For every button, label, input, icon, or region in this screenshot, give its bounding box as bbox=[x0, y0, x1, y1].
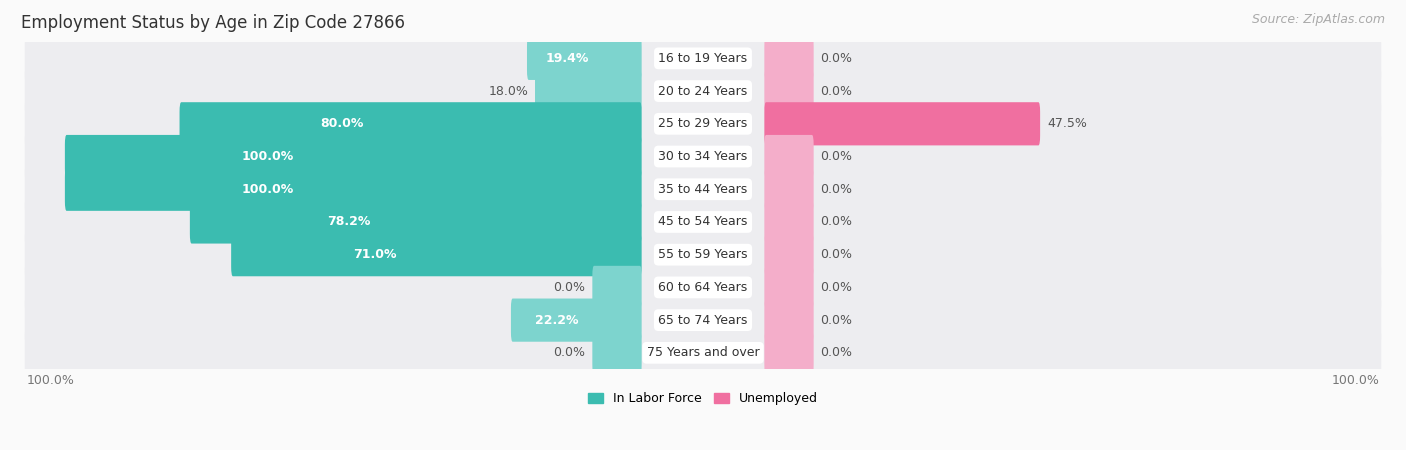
FancyBboxPatch shape bbox=[65, 168, 641, 211]
FancyBboxPatch shape bbox=[65, 135, 641, 178]
Text: 35 to 44 Years: 35 to 44 Years bbox=[658, 183, 748, 196]
Text: 0.0%: 0.0% bbox=[821, 150, 852, 163]
Text: 20 to 24 Years: 20 to 24 Years bbox=[658, 85, 748, 98]
Text: 18.0%: 18.0% bbox=[488, 85, 529, 98]
Text: Employment Status by Age in Zip Code 27866: Employment Status by Age in Zip Code 278… bbox=[21, 14, 405, 32]
FancyBboxPatch shape bbox=[25, 230, 1381, 279]
Text: 100.0%: 100.0% bbox=[242, 183, 294, 196]
Text: 60 to 64 Years: 60 to 64 Years bbox=[658, 281, 748, 294]
FancyBboxPatch shape bbox=[765, 102, 1040, 145]
Text: 0.0%: 0.0% bbox=[821, 52, 852, 65]
Text: 22.2%: 22.2% bbox=[536, 314, 579, 327]
FancyBboxPatch shape bbox=[25, 165, 1381, 214]
FancyBboxPatch shape bbox=[765, 135, 814, 178]
Text: 71.0%: 71.0% bbox=[353, 248, 396, 261]
Text: 25 to 29 Years: 25 to 29 Years bbox=[658, 117, 748, 130]
FancyBboxPatch shape bbox=[765, 266, 814, 309]
FancyBboxPatch shape bbox=[765, 331, 814, 374]
Text: Source: ZipAtlas.com: Source: ZipAtlas.com bbox=[1251, 14, 1385, 27]
Text: 78.2%: 78.2% bbox=[326, 216, 370, 229]
Text: 100.0%: 100.0% bbox=[1331, 374, 1379, 387]
Text: 0.0%: 0.0% bbox=[821, 248, 852, 261]
Text: 16 to 19 Years: 16 to 19 Years bbox=[658, 52, 748, 65]
FancyBboxPatch shape bbox=[527, 37, 641, 80]
Text: 100.0%: 100.0% bbox=[242, 150, 294, 163]
FancyBboxPatch shape bbox=[231, 233, 641, 276]
Text: 65 to 74 Years: 65 to 74 Years bbox=[658, 314, 748, 327]
FancyBboxPatch shape bbox=[25, 34, 1381, 83]
Text: 75 Years and over: 75 Years and over bbox=[647, 346, 759, 360]
Text: 0.0%: 0.0% bbox=[821, 183, 852, 196]
FancyBboxPatch shape bbox=[25, 99, 1381, 148]
FancyBboxPatch shape bbox=[765, 200, 814, 243]
Text: 0.0%: 0.0% bbox=[554, 346, 585, 360]
FancyBboxPatch shape bbox=[592, 331, 641, 374]
FancyBboxPatch shape bbox=[25, 296, 1381, 345]
Text: 0.0%: 0.0% bbox=[821, 85, 852, 98]
FancyBboxPatch shape bbox=[765, 298, 814, 342]
Text: 0.0%: 0.0% bbox=[821, 281, 852, 294]
Text: 55 to 59 Years: 55 to 59 Years bbox=[658, 248, 748, 261]
Text: 19.4%: 19.4% bbox=[546, 52, 589, 65]
FancyBboxPatch shape bbox=[765, 168, 814, 211]
FancyBboxPatch shape bbox=[765, 69, 814, 112]
FancyBboxPatch shape bbox=[536, 69, 641, 112]
Text: 0.0%: 0.0% bbox=[821, 216, 852, 229]
Text: 30 to 34 Years: 30 to 34 Years bbox=[658, 150, 748, 163]
Text: 80.0%: 80.0% bbox=[321, 117, 364, 130]
FancyBboxPatch shape bbox=[765, 233, 814, 276]
Text: 47.5%: 47.5% bbox=[1047, 117, 1087, 130]
Text: 0.0%: 0.0% bbox=[821, 346, 852, 360]
Text: 45 to 54 Years: 45 to 54 Years bbox=[658, 216, 748, 229]
FancyBboxPatch shape bbox=[25, 198, 1381, 247]
FancyBboxPatch shape bbox=[592, 266, 641, 309]
Legend: In Labor Force, Unemployed: In Labor Force, Unemployed bbox=[588, 392, 818, 405]
Text: 0.0%: 0.0% bbox=[554, 281, 585, 294]
FancyBboxPatch shape bbox=[190, 200, 641, 243]
FancyBboxPatch shape bbox=[25, 132, 1381, 181]
FancyBboxPatch shape bbox=[25, 67, 1381, 116]
FancyBboxPatch shape bbox=[25, 328, 1381, 378]
FancyBboxPatch shape bbox=[180, 102, 641, 145]
FancyBboxPatch shape bbox=[765, 37, 814, 80]
Text: 0.0%: 0.0% bbox=[821, 314, 852, 327]
Text: 100.0%: 100.0% bbox=[27, 374, 75, 387]
FancyBboxPatch shape bbox=[25, 263, 1381, 312]
FancyBboxPatch shape bbox=[510, 298, 641, 342]
